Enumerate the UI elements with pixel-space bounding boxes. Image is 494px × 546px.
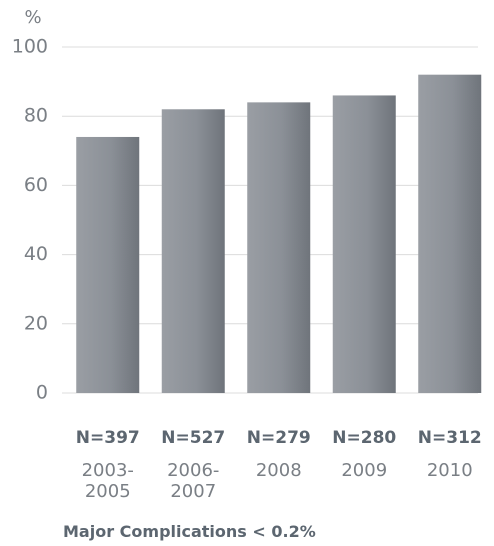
footnote: Major Complications < 0.2% (63, 522, 316, 541)
y-tick-label: 100 (12, 36, 48, 58)
x-tick-label: 2009 (341, 460, 388, 481)
x-tick-label: 2008 (255, 460, 302, 481)
x-tick-label: 2003-2005 (81, 460, 134, 502)
bar (247, 102, 311, 394)
n-label: N=527 (161, 428, 226, 448)
n-label: N=312 (417, 428, 482, 448)
y-tick-label: 20 (24, 312, 48, 334)
x-tick-label: 2006-2007 (167, 460, 220, 502)
x-tick-label: 2010 (426, 460, 473, 481)
bar (76, 136, 140, 393)
bar (418, 74, 482, 394)
bar (161, 109, 225, 393)
y-tick-label: 40 (24, 243, 48, 265)
n-label: N=397 (75, 428, 140, 448)
y-tick-label: 60 (24, 174, 48, 196)
n-label: N=280 (332, 428, 397, 448)
y-tick-label: 80 (24, 105, 48, 127)
y-tick-label: 0 (36, 382, 48, 404)
y-axis-label: % (24, 7, 41, 28)
n-label: N=279 (246, 428, 311, 448)
bar (332, 95, 396, 393)
